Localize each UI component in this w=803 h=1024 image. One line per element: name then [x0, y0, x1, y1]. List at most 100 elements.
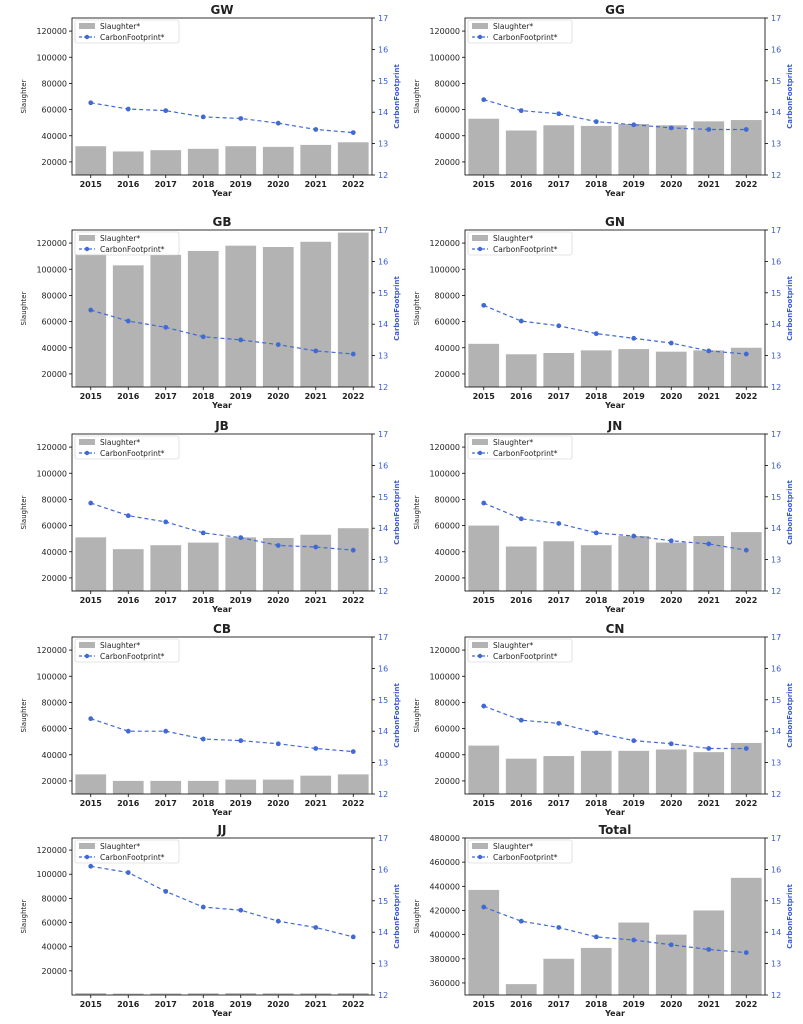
- bar-2022: [730, 532, 762, 591]
- x-tick-label: 2018: [585, 392, 608, 401]
- bar-2018: [187, 250, 219, 387]
- bar-2016: [112, 265, 144, 387]
- carbon-footprint-point-2020: [668, 125, 674, 131]
- chart-panel-jj: JJ 20000 40000 60000 80000 100000 120000 12 13 14…: [20, 823, 401, 1018]
- carbon-footprint-line: [483, 906, 747, 954]
- chart-title: JB: [214, 419, 229, 433]
- legend-label-carbon-footprint: CarbonFootprint*: [100, 853, 165, 862]
- y2-tick-label: 13: [378, 960, 388, 969]
- plot-frame: [464, 636, 766, 795]
- carbon-footprint-point-2018: [593, 730, 599, 736]
- chart-panel-gg: GG 20000 40000 60000 80000 100000 120000 12 13 14…: [413, 3, 794, 198]
- x-tick-label: 2016: [117, 180, 140, 189]
- x-tick-label: 2022: [735, 799, 757, 808]
- plot-frame: [464, 229, 766, 388]
- carbon-footprint-point-2020: [275, 543, 281, 548]
- carbon-footprint-point-2022: [350, 351, 356, 357]
- chart-title: GW: [210, 3, 233, 17]
- bar-2018: [187, 542, 219, 591]
- carbon-footprint-point-2022: [350, 934, 356, 940]
- y-tick-label: 400000: [429, 931, 460, 940]
- y-tick-label: 40000: [435, 548, 460, 557]
- carbon-footprint-point-2019: [238, 337, 244, 343]
- legend-swatch-marker: [477, 854, 483, 860]
- y2-tick-label: 15: [378, 289, 388, 298]
- carbon-footprint-point-2021: [706, 541, 712, 547]
- carbon-footprint-point-2021: [706, 348, 712, 354]
- bar-2019: [618, 750, 650, 794]
- y2-axis-label: CarbonFootprint: [393, 275, 401, 340]
- x-tick-label: 2015: [80, 799, 103, 808]
- x-tick-label: 2019: [623, 1000, 646, 1009]
- chart-panel-total: Total 360000 380000 400000 420000 440000 46000…: [413, 823, 794, 1018]
- carbon-footprint-point-2016: [125, 728, 131, 734]
- y-axis-label: Slaughter: [20, 899, 28, 933]
- carbon-footprint-point-2021: [706, 947, 712, 952]
- x-tick-label: 2016: [510, 596, 533, 605]
- y-tick-label: 100000: [36, 870, 67, 879]
- y2-tick-label: 14: [378, 928, 388, 937]
- carbon-footprint-point-2015: [481, 97, 487, 103]
- y2-tick-label: 17: [771, 430, 781, 439]
- chart-panel-cb: CB 20000 40000 60000 80000 100000 120000 12 13 14…: [20, 622, 401, 817]
- bar-2020: [655, 351, 687, 387]
- bar-2020: [655, 125, 687, 175]
- y2-tick-label: 13: [378, 352, 388, 361]
- carbon-footprint-point-2022: [743, 746, 749, 751]
- x-tick-label: 2021: [305, 1000, 328, 1009]
- y2-tick-label: 14: [771, 108, 781, 117]
- y-tick-label: 100000: [36, 265, 67, 274]
- x-tick-label: 2015: [473, 392, 496, 401]
- y-tick-label: 460000: [429, 858, 460, 867]
- bar-2021: [693, 752, 725, 794]
- legend-swatch-marker: [477, 246, 483, 252]
- carbon-footprint-point-2020: [668, 741, 674, 747]
- x-axis-label: Year: [604, 189, 625, 198]
- carbon-footprint-point-2018: [593, 119, 599, 125]
- y-tick-label: 40000: [42, 132, 67, 141]
- x-tick-label: 2017: [155, 596, 177, 605]
- y2-tick-label: 16: [771, 45, 781, 54]
- carbon-footprint-point-2015: [481, 904, 487, 910]
- x-tick-label: 2021: [305, 799, 328, 808]
- y2-tick-label: 17: [378, 834, 388, 843]
- x-tick-label: 2016: [117, 799, 140, 808]
- bar-2022: [337, 774, 369, 794]
- bar-2020: [262, 993, 294, 995]
- carbon-footprint-point-2017: [556, 111, 562, 117]
- chart-panel-gn: GN 20000 40000 60000 80000 100000 120000 12 13 14…: [413, 215, 794, 410]
- y2-tick-label: 13: [771, 960, 781, 969]
- y-tick-label: 60000: [435, 522, 460, 531]
- carbon-footprint-point-2018: [593, 530, 599, 536]
- legend-box: [467, 839, 573, 864]
- carbon-footprint-point-2017: [163, 108, 169, 114]
- y2-tick-label: 14: [378, 320, 388, 329]
- chart-panel-gb: GB 20000 40000 60000 80000 100000 120000 12 13 14…: [20, 215, 401, 410]
- bar-2021: [300, 775, 332, 794]
- carbon-footprint-point-2018: [200, 904, 206, 910]
- x-tick-label: 2017: [155, 1000, 177, 1009]
- y2-axis-label: CarbonFootprint: [786, 682, 794, 747]
- y2-tick-label: 14: [378, 524, 388, 533]
- carbon-footprint-point-2019: [238, 907, 244, 913]
- legend-label-slaughter: Slaughter*: [100, 842, 140, 851]
- chart-panel-jb: JB 20000 40000 60000 80000 100000 120000 12 13 14…: [20, 419, 401, 614]
- x-tick-label: 2022: [342, 596, 364, 605]
- legend-swatch-marker: [84, 34, 90, 40]
- chart-title: CN: [606, 622, 625, 636]
- y2-axis-label: CarbonFootprint: [786, 479, 794, 544]
- x-tick-label: 2018: [585, 1000, 608, 1009]
- carbon-footprint-line: [483, 99, 747, 131]
- y-tick-label: 120000: [429, 239, 460, 248]
- bar-2016: [505, 758, 537, 794]
- y2-tick-label: 15: [378, 77, 388, 86]
- y2-tick-label: 17: [378, 14, 388, 23]
- bar-2017: [150, 150, 182, 175]
- x-tick-label: 2022: [342, 392, 364, 401]
- carbon-footprint-point-2019: [238, 535, 244, 541]
- y2-tick-label: 15: [771, 897, 781, 906]
- x-axis-label: Year: [211, 401, 232, 410]
- carbon-footprint-line: [90, 865, 354, 938]
- carbon-footprint-point-2017: [556, 323, 562, 329]
